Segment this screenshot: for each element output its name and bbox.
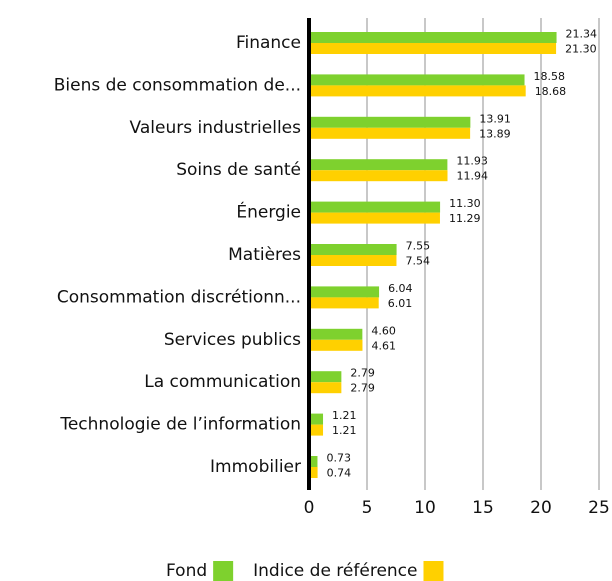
value-label: 0.74 — [327, 467, 352, 480]
legend-swatch — [423, 561, 444, 581]
x-tick-label: 15 — [472, 498, 494, 518]
bar — [309, 467, 318, 478]
bar — [309, 170, 448, 182]
value-label: 11.94 — [457, 170, 489, 183]
legend-label: Fond — [166, 561, 207, 581]
bar — [309, 244, 397, 255]
value-label: 11.93 — [456, 155, 488, 168]
value-label: 7.55 — [406, 240, 431, 253]
value-label: 18.68 — [535, 85, 567, 98]
category-label: Services publics — [164, 330, 301, 350]
bar — [309, 159, 448, 171]
bar — [309, 201, 441, 213]
bar — [309, 297, 379, 309]
bar — [309, 286, 380, 298]
bar — [309, 413, 324, 425]
x-tick-label: 20 — [530, 498, 552, 518]
value-label: 13.89 — [479, 127, 511, 140]
bar — [309, 382, 342, 394]
category-label: Finance — [236, 33, 301, 53]
value-label: 6.04 — [388, 282, 413, 295]
category-label: Technologie de l’information — [59, 415, 301, 435]
category-label: Valeurs industrielles — [130, 118, 302, 138]
value-label: 1.21 — [332, 424, 357, 437]
category-label: Énergie — [236, 201, 301, 223]
value-label: 1.21 — [332, 409, 357, 422]
bar — [309, 371, 342, 383]
value-label: 21.34 — [566, 28, 598, 41]
category-label: La communication — [144, 372, 301, 392]
bar — [309, 32, 557, 43]
bar — [309, 424, 324, 436]
bar — [309, 127, 471, 139]
bar — [309, 43, 557, 54]
value-label: 11.30 — [449, 197, 481, 210]
x-tick-label: 0 — [304, 498, 315, 518]
legend-label: Indice de référence — [253, 561, 417, 581]
value-label: 11.29 — [449, 212, 481, 225]
legend-swatch — [213, 561, 234, 581]
bar — [309, 328, 363, 340]
bar — [309, 116, 471, 128]
value-label: 4.61 — [371, 339, 396, 352]
value-label: 21.30 — [565, 43, 597, 56]
value-label: 2.79 — [350, 367, 375, 380]
value-label: 6.01 — [388, 297, 413, 310]
value-label: 7.54 — [405, 255, 430, 268]
category-label: Soins de santé — [176, 160, 301, 180]
value-label: 0.73 — [326, 452, 351, 465]
value-label: 2.79 — [350, 382, 375, 395]
bar — [309, 74, 525, 86]
x-tick-label: 5 — [362, 498, 373, 518]
value-label: 4.60 — [371, 324, 396, 337]
category-label: Consommation discrétionn... — [57, 287, 301, 307]
bar — [309, 255, 397, 266]
value-label: 13.91 — [479, 112, 511, 125]
bar — [309, 85, 526, 97]
x-tick-label: 10 — [414, 498, 436, 518]
bar — [309, 212, 440, 224]
value-label: 18.58 — [534, 70, 566, 83]
category-label: Matières — [228, 245, 301, 265]
category-label: Biens de consommation de... — [54, 75, 301, 95]
bar — [309, 456, 318, 467]
category-label: Immobilier — [210, 457, 301, 477]
bar — [309, 339, 363, 351]
x-tick-label: 25 — [588, 498, 610, 518]
